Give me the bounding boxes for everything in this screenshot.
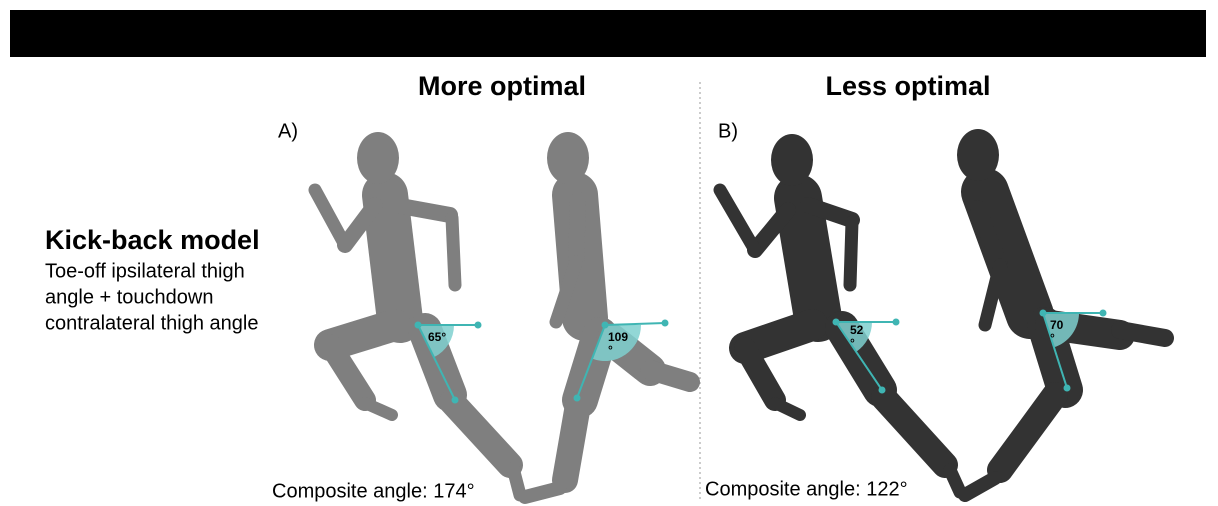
angle-point: [574, 395, 581, 402]
limb: [965, 478, 995, 495]
panel-label: A): [278, 120, 298, 142]
limb: [775, 403, 800, 415]
limb: [315, 190, 345, 245]
panel-title: More optimal: [418, 71, 586, 101]
limb: [452, 402, 510, 465]
angle-ray: [605, 323, 665, 325]
limb: [798, 198, 818, 318]
runner: 52°: [720, 134, 960, 492]
angle-label: °: [608, 343, 613, 357]
model-description: angle + touchdown: [45, 286, 213, 308]
angle-label: °: [1050, 331, 1055, 345]
angle-label: 52: [850, 323, 864, 337]
figure: 65°109°52°70° More optimal Less optimal …: [0, 0, 1218, 506]
head: [957, 129, 999, 181]
limb: [1120, 330, 1165, 338]
limb: [850, 222, 852, 285]
angle-label: 65°: [428, 330, 446, 344]
angle-point: [452, 397, 459, 404]
panel-title: Less optimal: [825, 71, 990, 101]
angle-label: 109: [608, 330, 628, 344]
head: [547, 132, 589, 184]
angle-point: [1064, 385, 1071, 392]
angle-point: [602, 322, 609, 329]
limb: [365, 403, 392, 415]
angle-point: [893, 319, 900, 326]
limb: [525, 488, 560, 497]
limb: [385, 195, 400, 320]
limb: [565, 405, 578, 480]
angle-point: [1100, 310, 1107, 317]
limb: [650, 370, 690, 382]
model-title: Kick-back model: [45, 225, 260, 255]
head: [771, 134, 813, 186]
runner: 65°: [315, 132, 520, 495]
header-bar: [10, 10, 1206, 57]
limb: [1000, 395, 1055, 470]
runner: 109°: [525, 132, 690, 497]
angle-point: [833, 319, 840, 326]
head: [357, 132, 399, 184]
limb: [395, 205, 450, 215]
limb: [330, 345, 365, 400]
limb: [950, 470, 960, 492]
angle-label: 70: [1050, 318, 1064, 332]
model-description: Toe-off ipsilateral thigh: [45, 260, 245, 282]
limb: [884, 398, 945, 465]
limb: [985, 265, 1000, 325]
runner: 70°: [957, 129, 1165, 495]
limb: [576, 200, 578, 262]
angle-point: [475, 322, 482, 329]
panel-label: B): [718, 120, 738, 142]
figures: 65°109°52°70°: [315, 129, 1165, 497]
angle-point: [1040, 310, 1047, 317]
angle-point: [415, 322, 422, 329]
model-description: contralateral thigh angle: [45, 312, 258, 334]
limb: [452, 218, 455, 285]
limb: [513, 468, 520, 495]
angle-point: [879, 387, 886, 394]
angle-point: [662, 320, 669, 327]
composite-angle: Composite angle: 122°: [705, 478, 908, 500]
limb: [720, 190, 755, 250]
composite-angle: Composite angle: 174°: [272, 480, 475, 502]
angle-label: °: [850, 336, 855, 350]
